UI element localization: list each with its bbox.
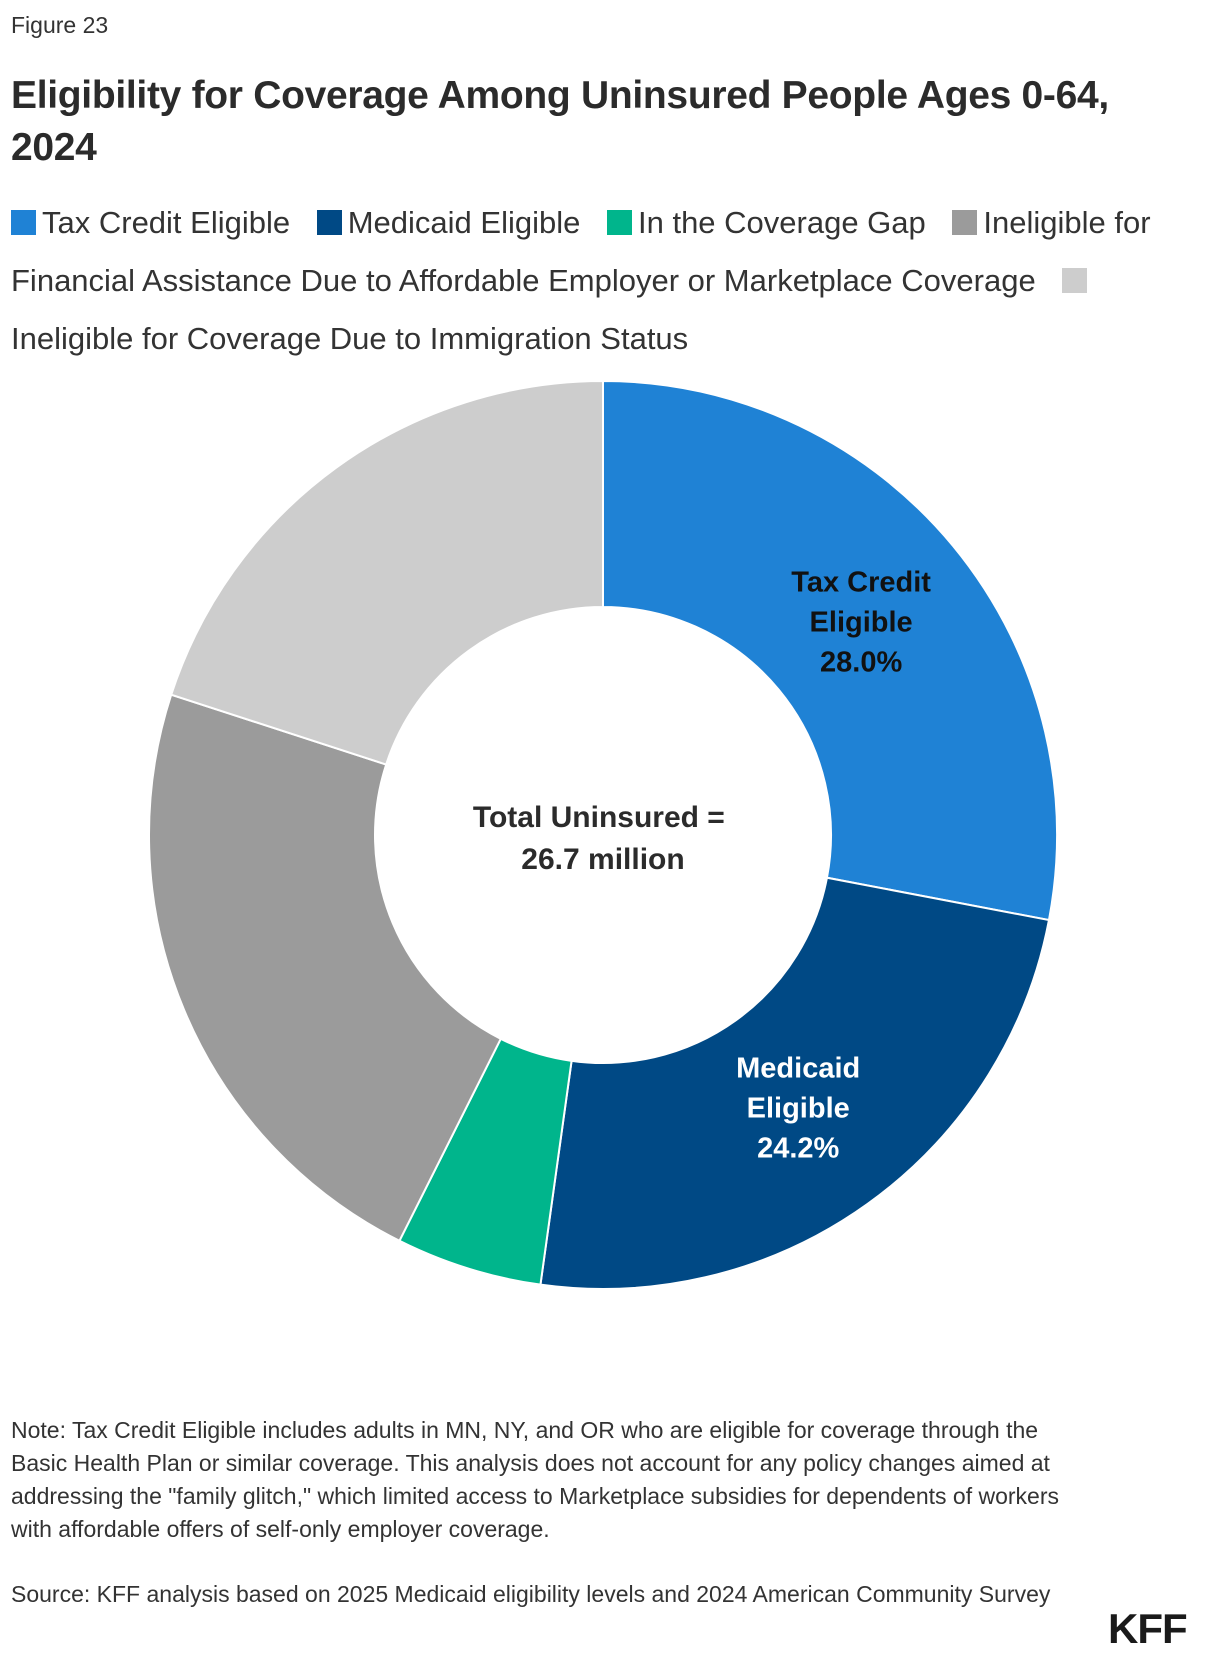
slice-label-line: Eligible — [810, 606, 913, 638]
legend-item: Ineligible for Coverage Due to Immigrati… — [11, 263, 1093, 356]
center-label-line: 26.7 million — [521, 843, 684, 876]
kff-logo: KFF — [1108, 1605, 1188, 1652]
chart-note: Note: Tax Credit Eligible includes adult… — [11, 1417, 1059, 1542]
legend-swatch — [952, 210, 978, 235]
legend-swatch — [1062, 268, 1088, 293]
donut-slice — [148, 693, 503, 1243]
donut-slice — [539, 876, 1051, 1290]
donut-chart: Tax Credit Eligible 28.0% Medicaid Eligible 2… — [148, 379, 1058, 1290]
slice-labels: Tax Credit Eligible 28.0% Medicaid Eligible 2… — [736, 566, 931, 1164]
slice-label-line: 24.2% — [757, 1132, 839, 1164]
legend-item: Ineligible for Financial Assistance Due … — [11, 205, 1151, 298]
chart-title: Eligibility for Coverage Among Uninsured… — [11, 74, 1109, 169]
legend-label: Medicaid Eligible — [347, 205, 581, 240]
legend-swatch — [316, 210, 342, 235]
legend-item: In the Coverage Gap — [606, 205, 934, 240]
legend-item: Medicaid Eligible — [316, 205, 589, 240]
slice-label-line: 28.0% — [820, 646, 902, 678]
legend-label: Ineligible for Coverage Due to Immigrati… — [11, 321, 689, 356]
donut-slice — [169, 379, 604, 766]
legend-label: Ineligible for Financial Assistance Due … — [11, 205, 1151, 298]
legend-swatch — [11, 210, 36, 235]
legend: Tax Credit Eligible Medicaid Eligible In… — [11, 194, 1201, 368]
center-label-line: Total Uninsured = — [473, 801, 725, 834]
slice-label-line: Eligible — [747, 1092, 850, 1124]
legend-swatch — [606, 210, 632, 235]
legend-label: In the Coverage Gap — [637, 205, 926, 240]
slice-label-line: Tax Credit — [791, 566, 931, 598]
figure-label: Figure 23 — [11, 12, 109, 38]
donut-slice — [602, 379, 1058, 922]
slice-label-line: Medicaid — [736, 1052, 860, 1084]
legend-item: Tax Credit Eligible — [11, 205, 299, 240]
slice-label: Tax Credit Eligible 28.0% — [791, 566, 931, 678]
donut-slices — [148, 379, 1058, 1290]
chart-source: Source: KFF analysis based on 2025 Medic… — [11, 1581, 1051, 1607]
slice-label: Medicaid Eligible 24.2% — [736, 1052, 860, 1164]
center-label: Total Uninsured = 26.7 million — [473, 801, 733, 876]
legend-label: Tax Credit Eligible — [42, 205, 291, 240]
